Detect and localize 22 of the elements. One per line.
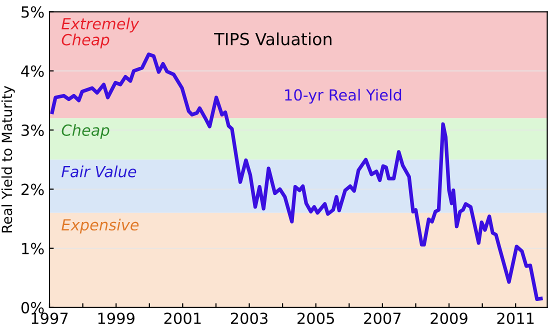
x-tick-label: 2009 — [430, 312, 468, 324]
text: 10-yr Real Yield — [285, 88, 402, 104]
y-tick-label: 2% — [22, 184, 44, 196]
y-tick-label: 4% — [21, 65, 44, 77]
x-tick-label: 2003 — [230, 312, 268, 324]
y-tick-label: 3% — [22, 124, 44, 136]
x-tick-label: 1999 — [98, 312, 134, 324]
band-label: Fair Value — [62, 166, 136, 178]
y-tick-label: 1% — [22, 242, 44, 254]
band-label: Cheap — [62, 124, 110, 139]
band-label: Expensive — [62, 218, 139, 234]
line-series — [50, 52, 543, 301]
x-tick-label: 2001 — [164, 312, 201, 324]
y-tick-label: 0% — [21, 302, 44, 314]
text: TIPS Valuation — [214, 32, 332, 46]
band-label: Extremely Cheap — [62, 18, 140, 48]
x-tick-label: 2007 — [364, 312, 401, 324]
x-tick-label: 1997 — [32, 312, 68, 324]
x-tick-label: 2011 — [497, 312, 534, 324]
y-tick-label: 5% — [22, 6, 44, 18]
x-tick-label: 2005 — [298, 312, 334, 324]
y-axis-title: Real Yield to Maturity — [1, 86, 15, 232]
